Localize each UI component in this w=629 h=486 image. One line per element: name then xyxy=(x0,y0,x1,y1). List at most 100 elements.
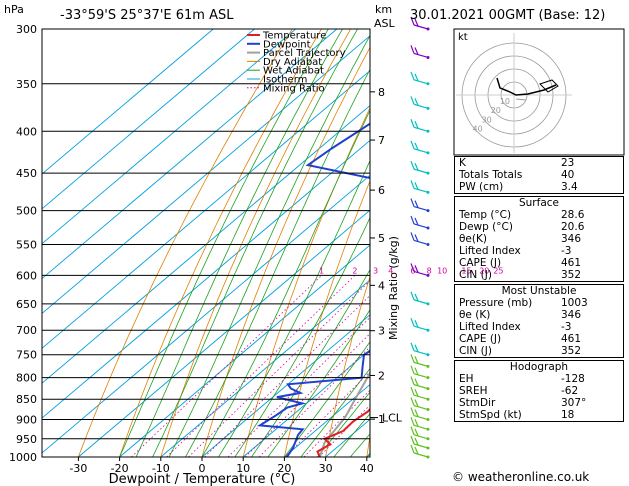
wind-barb-flag xyxy=(414,446,419,455)
wind-barb-staff xyxy=(413,299,429,305)
totals-totals-value: 40 xyxy=(561,169,575,181)
mixing-ratio-label: 4 xyxy=(388,266,393,275)
wind-barb-dot xyxy=(426,226,430,230)
hodograph-value: -62 xyxy=(561,385,579,397)
wind-barb-flag xyxy=(410,263,415,272)
wind-barb-staff xyxy=(413,187,429,193)
temperature-line xyxy=(316,407,370,457)
legend-entry: Wet Adiabat xyxy=(263,66,324,77)
wind-barb xyxy=(410,119,430,133)
hodograph-row: EH -128 xyxy=(455,373,623,385)
wind-barb-staff xyxy=(413,325,429,331)
most-unstable-value: 352 xyxy=(561,345,582,357)
wind-barb xyxy=(410,45,430,59)
wind-barb-dot xyxy=(426,242,430,246)
wind-barb xyxy=(410,417,430,431)
hodograph-value: -128 xyxy=(561,373,585,385)
isotherm-line xyxy=(42,174,370,454)
wind-barb-dot xyxy=(426,455,430,459)
wind-barb-staff xyxy=(413,270,429,276)
legend-entry: Mixing Ratio xyxy=(263,83,325,94)
hodograph-storm-motion xyxy=(515,98,527,101)
wind-barbs xyxy=(410,16,430,459)
wind-barb-flag xyxy=(414,182,419,190)
stats-panel: K 23 Totals Totals 40 PW (cm) 3.4 Surfac… xyxy=(454,156,624,424)
surface-label: θe(K) xyxy=(459,233,487,245)
pressure-tick-label: 350 xyxy=(16,78,37,91)
hodograph-trace xyxy=(496,77,557,96)
wind-barb-staff xyxy=(413,384,429,390)
temp-tick-label: 40 xyxy=(360,462,374,475)
pressure-tick-label: 700 xyxy=(16,324,37,337)
wind-barb-flag xyxy=(410,387,415,396)
most-unstable-row: θe (K) 346 xyxy=(455,309,623,321)
wind-barb-flag xyxy=(410,96,415,105)
wind-barb-dot xyxy=(426,129,430,133)
wind-barb-flag xyxy=(414,98,419,106)
wind-barb-flag xyxy=(410,119,415,128)
hodograph-indices-title: Hodograph xyxy=(509,361,569,373)
hodograph-kt-label: kt xyxy=(458,32,468,43)
wind-barb xyxy=(410,291,430,306)
temp-tick-label: -10 xyxy=(152,462,170,475)
totals-totals-label: Totals Totals xyxy=(459,169,523,181)
isotherm-line xyxy=(242,349,370,457)
hodograph-label: SREH xyxy=(459,385,488,397)
wind-barb-flag xyxy=(410,354,415,363)
wind-barb-staff xyxy=(413,373,429,379)
pressure-tick-label: 750 xyxy=(16,349,37,362)
mixing-ratio-label: 1 xyxy=(319,266,324,275)
km-unit-label: km xyxy=(375,3,392,16)
pressure-tick-label: 950 xyxy=(16,433,37,446)
wind-barb-staff xyxy=(413,168,429,174)
most-unstable-value: 346 xyxy=(561,309,582,321)
wet-adiabat-line xyxy=(152,29,358,457)
hodograph-row: StmDir 307° xyxy=(455,397,623,409)
wind-barb-flag xyxy=(410,198,415,207)
wind-barb-flag xyxy=(414,234,419,242)
surface-row: Dewp (°C) 20.6 xyxy=(455,221,623,233)
pressure-tick-label: 650 xyxy=(16,298,37,311)
wet-adiabat-line xyxy=(300,367,370,457)
mixing-ratio-line xyxy=(245,333,370,457)
temp-tick-label: -30 xyxy=(69,462,87,475)
temp-tick-label: 30 xyxy=(319,462,333,475)
surface-value: -3 xyxy=(561,245,572,257)
wind-barb-flag xyxy=(410,444,415,454)
wind-barb-dot xyxy=(426,446,430,450)
surface-title: Surface xyxy=(518,197,559,209)
most-unstable-label: θe (K) xyxy=(459,309,491,321)
wind-barb-flag xyxy=(414,378,419,386)
isotherm-line xyxy=(201,314,370,457)
wind-barb-flag xyxy=(414,18,419,27)
most-unstable-box: Most Unstable Pressure (mb) 1003 θe (K) 34… xyxy=(454,284,624,358)
pw-value: 3.4 xyxy=(561,181,578,193)
wind-barb-staff xyxy=(413,361,429,367)
wet-adiabat-line xyxy=(218,159,370,457)
wind-barb xyxy=(410,435,430,450)
hodograph-indices-box: Hodograph EH -128 SREH -62 StmDir 307° StmS… xyxy=(454,360,624,422)
isotherm-line xyxy=(42,29,255,210)
wind-barb-staff xyxy=(413,52,429,59)
wind-barb xyxy=(410,16,430,31)
wind-barb-flag xyxy=(414,217,419,226)
wind-barb-flag xyxy=(410,365,415,374)
surface-label: CAPE (J) xyxy=(459,257,502,269)
isotherm-line xyxy=(42,139,370,419)
wind-barb-staff xyxy=(413,434,429,440)
x-axis-label: Dewpoint / Temperature (°C) xyxy=(109,472,296,486)
wind-barb-staff xyxy=(413,24,429,30)
pressure-tick-label: 300 xyxy=(16,23,37,36)
wind-barb-flag xyxy=(414,428,419,437)
km-tick-label: 1 xyxy=(378,413,385,426)
wind-barb-flag xyxy=(414,388,419,397)
surface-value: 20.6 xyxy=(561,221,585,233)
pressure-tick-label: 850 xyxy=(16,393,37,406)
wind-barb-dot xyxy=(426,418,430,422)
isotherm-line xyxy=(42,70,370,349)
wind-barb-staff xyxy=(413,79,429,85)
wind-barb xyxy=(410,426,430,441)
wind-barb-flag xyxy=(410,291,415,301)
wind-barb-flag xyxy=(414,437,419,446)
